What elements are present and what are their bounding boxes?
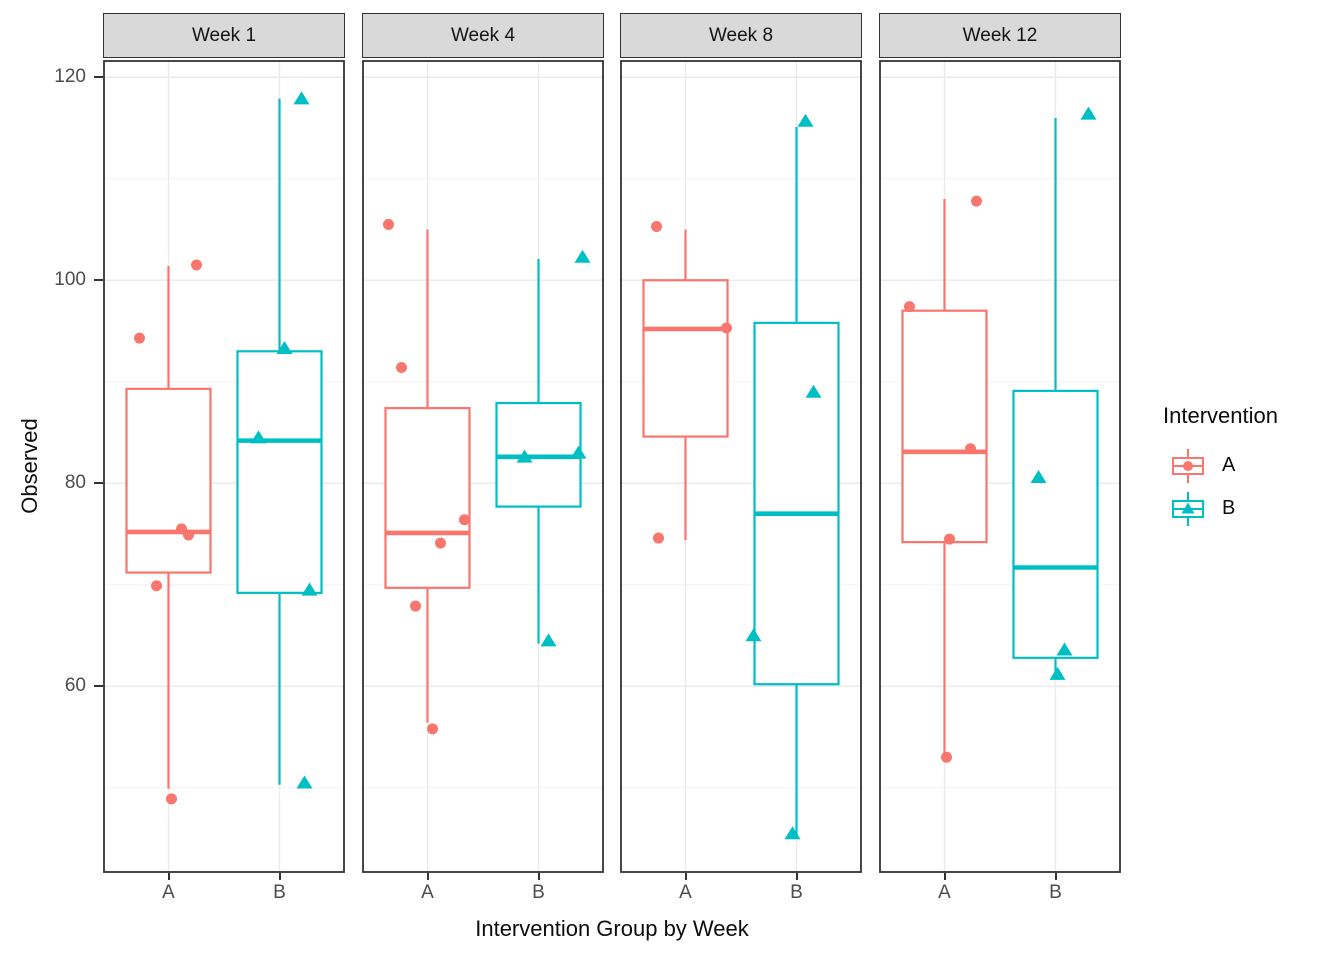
data-point-triangle (1049, 666, 1066, 680)
facet-panel (879, 60, 1121, 873)
y-tick-mark (94, 279, 103, 282)
x-tick-mark (1054, 873, 1057, 880)
data-point-circle (396, 362, 407, 374)
legend-key-A (1168, 446, 1208, 491)
data-point-circle (191, 259, 202, 271)
x-tick-mark (943, 873, 946, 880)
data-point-triangle (805, 384, 822, 398)
data-point-circle (459, 514, 470, 526)
data-point-circle (383, 218, 394, 230)
data-point-circle (410, 600, 421, 612)
data-point-triangle (797, 113, 814, 127)
data-point-triangle (250, 430, 267, 444)
data-point-circle (151, 580, 162, 592)
data-point-triangle (574, 249, 591, 263)
data-point-circle (183, 529, 194, 541)
facet-panel (620, 60, 862, 873)
data-point-triangle (296, 775, 313, 789)
x-tick-label: B (790, 882, 803, 903)
legend-key-B (1168, 489, 1208, 534)
data-point-circle (944, 533, 955, 545)
facet-strip-label: Week 1 (191, 24, 257, 46)
data-point-circle (427, 723, 438, 735)
data-point-triangle (570, 445, 587, 459)
data-point-circle (651, 220, 662, 232)
facet-strip-label: Week 8 (708, 24, 774, 46)
data-point-triangle (516, 449, 533, 463)
x-tick-label: A (421, 882, 434, 903)
y-tick-label: 80 (64, 472, 86, 494)
data-point-triangle (784, 826, 801, 840)
data-point-triangle (293, 91, 310, 105)
facet-strip: Week 1 (103, 13, 345, 58)
y-tick-label: 60 (64, 675, 86, 697)
facet-strip-label: Week 12 (962, 24, 1038, 46)
data-point-triangle (301, 582, 318, 596)
data-point-circle (904, 301, 915, 313)
data-point-circle (965, 443, 976, 455)
x-tick-label: B (1049, 882, 1062, 903)
y-tick-label: 120 (54, 66, 86, 88)
facet-strip-label: Week 4 (450, 24, 516, 46)
facet-strip: Week 12 (879, 13, 1121, 58)
data-point-circle (941, 751, 952, 763)
legend-item-label: A (1222, 454, 1236, 476)
facet-panel (362, 60, 604, 873)
y-tick-mark (94, 76, 103, 79)
x-tick-label: B (273, 882, 286, 903)
x-tick-label: B (532, 882, 545, 903)
y-tick-mark (94, 685, 103, 688)
data-point-triangle (745, 628, 762, 642)
facet-strip: Week 4 (362, 13, 604, 58)
data-point-circle (166, 793, 177, 805)
x-tick-mark (426, 873, 429, 880)
x-tick-label: A (162, 882, 175, 903)
x-tick-mark (167, 873, 170, 880)
x-tick-mark (795, 873, 798, 880)
y-tick-label: 100 (54, 269, 86, 291)
x-tick-mark (278, 873, 281, 880)
data-point-circle (653, 532, 664, 544)
data-point-circle (971, 195, 982, 207)
data-point-triangle (1080, 106, 1097, 120)
data-point-circle (721, 322, 732, 334)
x-tick-label: A (679, 882, 692, 903)
legend-item-label: B (1222, 497, 1236, 519)
y-tick-mark (94, 482, 103, 485)
data-point-triangle (276, 341, 293, 355)
data-point-circle (435, 537, 446, 549)
x-tick-label: A (938, 882, 951, 903)
x-axis-title: Intervention Group by Week (475, 916, 749, 941)
facet-strip: Week 8 (620, 13, 862, 58)
x-tick-mark (537, 873, 540, 880)
x-tick-mark (684, 873, 687, 880)
facet-panel (103, 60, 345, 873)
data-point-triangle (1056, 642, 1073, 656)
data-point-circle (134, 332, 145, 344)
data-point-triangle (1030, 469, 1047, 483)
data-point-triangle (540, 633, 557, 647)
legend-title: Intervention (1163, 403, 1278, 428)
